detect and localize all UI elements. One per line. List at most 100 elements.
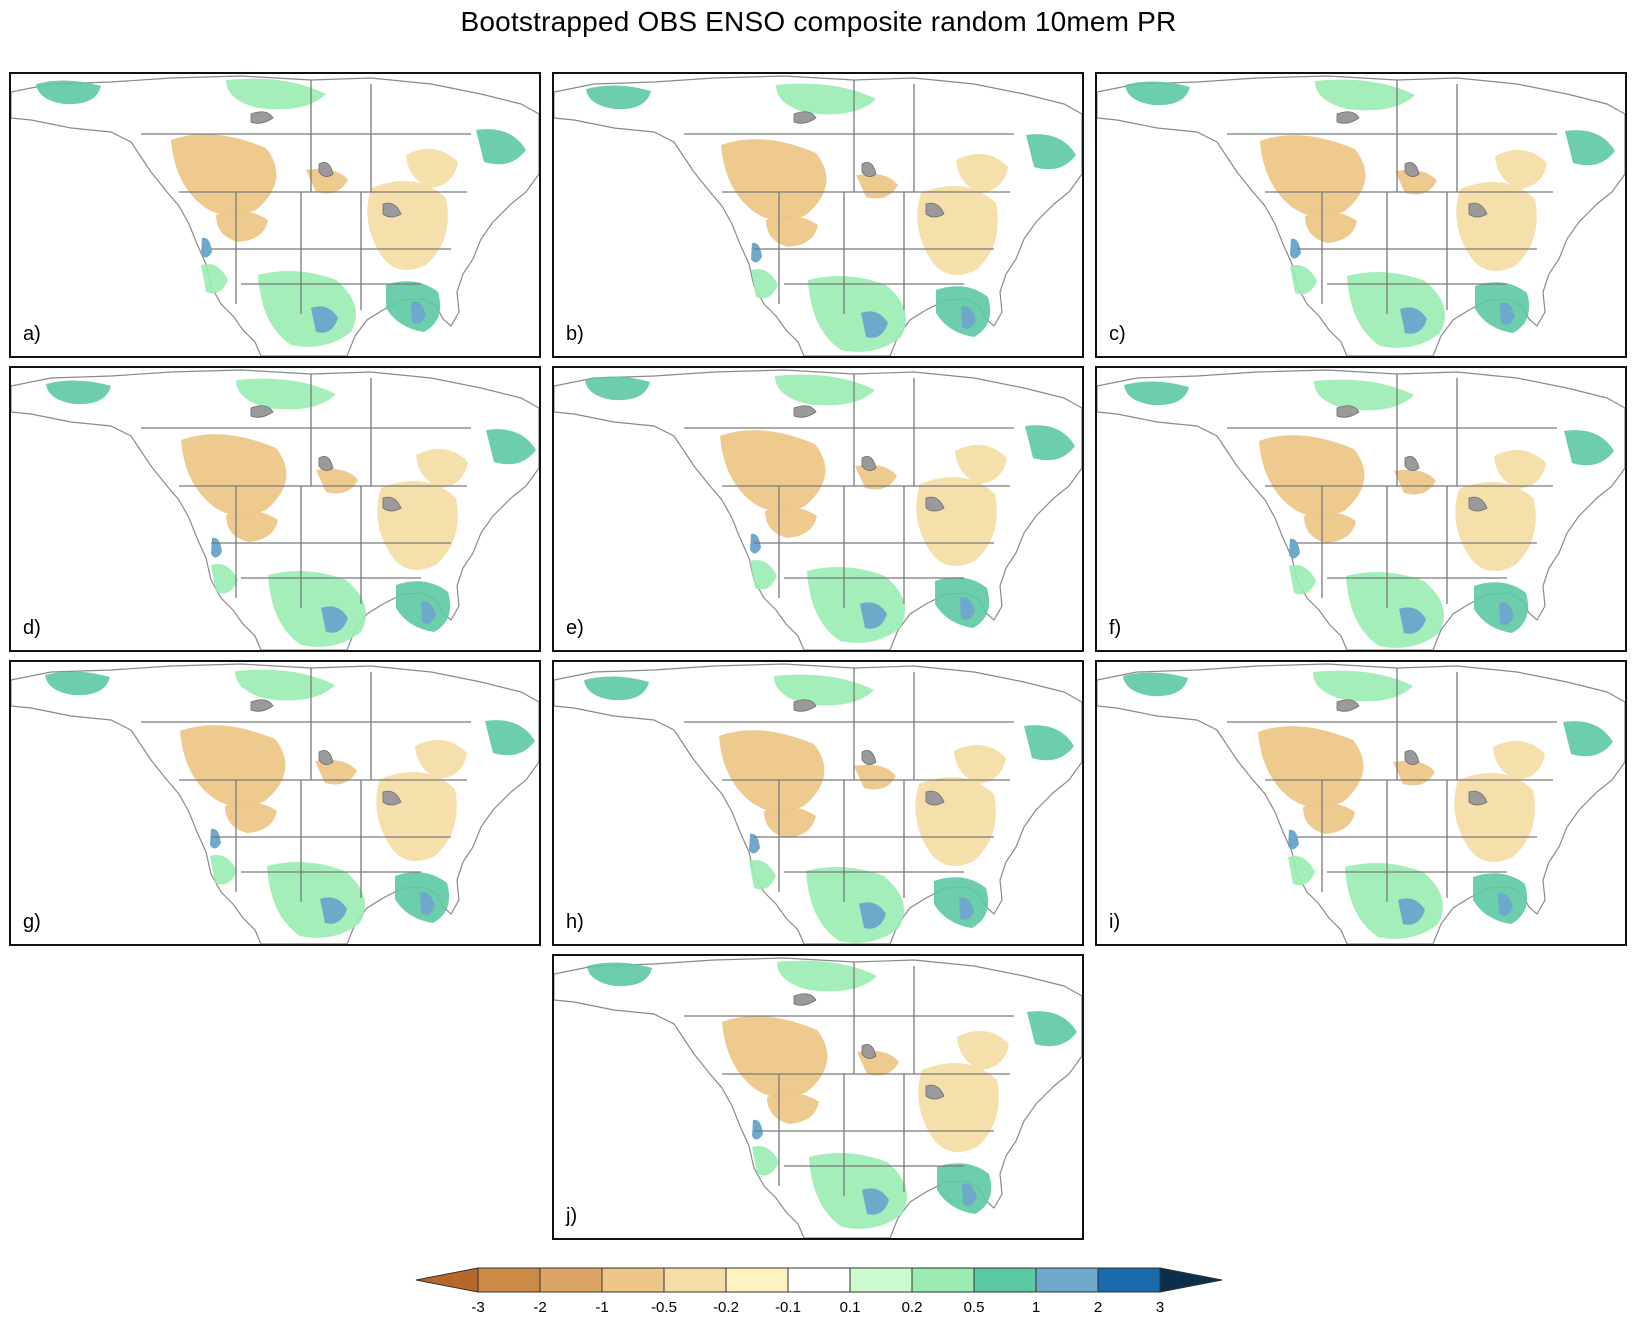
panel-label-h: h) xyxy=(566,911,584,933)
precip-deficit-area xyxy=(1395,169,1437,195)
precip-high-surplus-area xyxy=(210,828,221,849)
precip-high-surplus-area xyxy=(859,902,886,929)
precip-surplus-area xyxy=(211,564,238,594)
lake xyxy=(1468,496,1488,512)
colorbar-tick-label: 1 xyxy=(1032,1299,1040,1316)
lake xyxy=(250,111,274,124)
precip-deficit-area xyxy=(720,430,826,512)
precip-surplus-area xyxy=(36,80,101,105)
precip-high-surplus-area xyxy=(860,602,887,629)
precip-surplus-area xyxy=(45,671,110,696)
precip-deficit-area xyxy=(216,211,268,242)
precip-surplus-area xyxy=(46,380,111,405)
map-panel-c: c) xyxy=(1095,72,1627,358)
precip-high-surplus-area xyxy=(750,533,761,554)
precip-surplus-area xyxy=(1024,725,1074,761)
precip-surplus-area xyxy=(226,78,326,110)
lake xyxy=(793,111,817,124)
figure-title: Bootstrapped OBS ENSO composite random 1… xyxy=(460,6,1177,37)
map-j xyxy=(554,957,1082,1238)
precip-surplus-area xyxy=(585,376,650,401)
precip-deficit-area xyxy=(1393,760,1435,786)
panel-label-a: a) xyxy=(23,323,41,345)
lake xyxy=(925,202,945,218)
colorbar-tick-label: -3 xyxy=(471,1299,484,1316)
lake xyxy=(250,699,274,712)
colorbar-bin xyxy=(1097,1267,1161,1293)
map-h xyxy=(554,663,1082,944)
precip-high-surplus-area xyxy=(960,597,975,620)
colorbar-bin xyxy=(663,1267,727,1293)
precip-deficit-area xyxy=(306,168,348,194)
precip-deficit-area xyxy=(721,139,827,221)
colorbar-tick-label: -0.2 xyxy=(713,1299,739,1316)
precip-high-surplus-area xyxy=(752,1119,763,1140)
colorbar-bin xyxy=(477,1267,541,1293)
colorbar-bin xyxy=(539,1267,603,1293)
precip-surplus-area xyxy=(1313,670,1413,702)
precip-surplus-area xyxy=(1123,672,1188,697)
colorbar-tick-label: 0.1 xyxy=(840,1299,861,1316)
map-panel-e: e) xyxy=(552,366,1084,652)
precip-deficit-area xyxy=(1495,149,1547,189)
precip-deficit-area xyxy=(416,448,468,488)
colorbar-extend-high xyxy=(1159,1267,1223,1293)
colorbar-tick-label: -2 xyxy=(533,1299,546,1316)
precip-surplus-area xyxy=(210,855,237,885)
panel-label-d: d) xyxy=(23,617,41,639)
precip-high-surplus-area xyxy=(749,833,760,854)
precip-surplus-area xyxy=(1124,381,1189,406)
colorbar-extend-low xyxy=(415,1267,479,1293)
lake xyxy=(925,790,945,806)
colorbar-bin xyxy=(849,1267,913,1293)
precip-surplus-area xyxy=(485,720,535,756)
map-f xyxy=(1097,369,1625,650)
map-b xyxy=(554,75,1082,356)
map-panel-g: g) xyxy=(9,660,541,946)
precip-surplus-area xyxy=(1288,856,1315,886)
map-panel-f: f) xyxy=(1095,366,1627,652)
map-a xyxy=(11,75,539,356)
precip-surplus-area xyxy=(486,429,536,465)
panel-label-j: j) xyxy=(566,1205,578,1227)
precip-high-surplus-area xyxy=(1398,898,1425,925)
panel-label-i: i) xyxy=(1109,911,1121,933)
precip-deficit-area xyxy=(854,764,896,790)
lake xyxy=(861,161,877,177)
precip-high-surplus-area xyxy=(321,606,348,633)
colorbar-tick-label: -0.5 xyxy=(651,1299,677,1316)
precip-high-surplus-area xyxy=(962,1183,977,1206)
lake xyxy=(925,496,945,512)
precip-high-surplus-area xyxy=(320,897,347,924)
colorbar-bin xyxy=(725,1267,789,1293)
lake xyxy=(1336,405,1360,418)
precip-surplus-area xyxy=(1564,430,1614,466)
lake xyxy=(793,405,817,418)
precip-surplus-area xyxy=(751,269,778,299)
colorbar-bin xyxy=(601,1267,665,1293)
panel-label-g: g) xyxy=(23,911,41,933)
precip-high-surplus-area xyxy=(1289,538,1300,559)
colorbar-tick-label: 2 xyxy=(1094,1299,1102,1316)
precip-deficit-area xyxy=(954,744,1006,784)
precip-deficit-area xyxy=(316,468,358,494)
precip-surplus-area xyxy=(752,1146,779,1176)
precip-high-surplus-area xyxy=(862,1188,889,1215)
precip-deficit-area xyxy=(765,507,817,538)
precip-high-surplus-area xyxy=(1499,602,1514,625)
lake xyxy=(1404,455,1420,471)
precip-deficit-area xyxy=(1304,512,1356,543)
map-c xyxy=(1097,75,1625,356)
lake xyxy=(382,202,402,218)
precip-surplus-area xyxy=(1290,265,1317,295)
precip-high-surplus-area xyxy=(411,301,426,324)
precip-high-surplus-area xyxy=(1400,307,1427,334)
colorbar-tick-label: 0.5 xyxy=(964,1299,985,1316)
precip-deficit-area xyxy=(1305,212,1357,243)
map-panel-d: d) xyxy=(9,366,541,652)
precip-deficit-area xyxy=(180,725,286,807)
precip-deficit-area xyxy=(315,759,357,785)
precip-surplus-area xyxy=(584,676,649,701)
precip-deficit-area xyxy=(1493,740,1545,780)
precip-deficit-area xyxy=(855,464,897,490)
